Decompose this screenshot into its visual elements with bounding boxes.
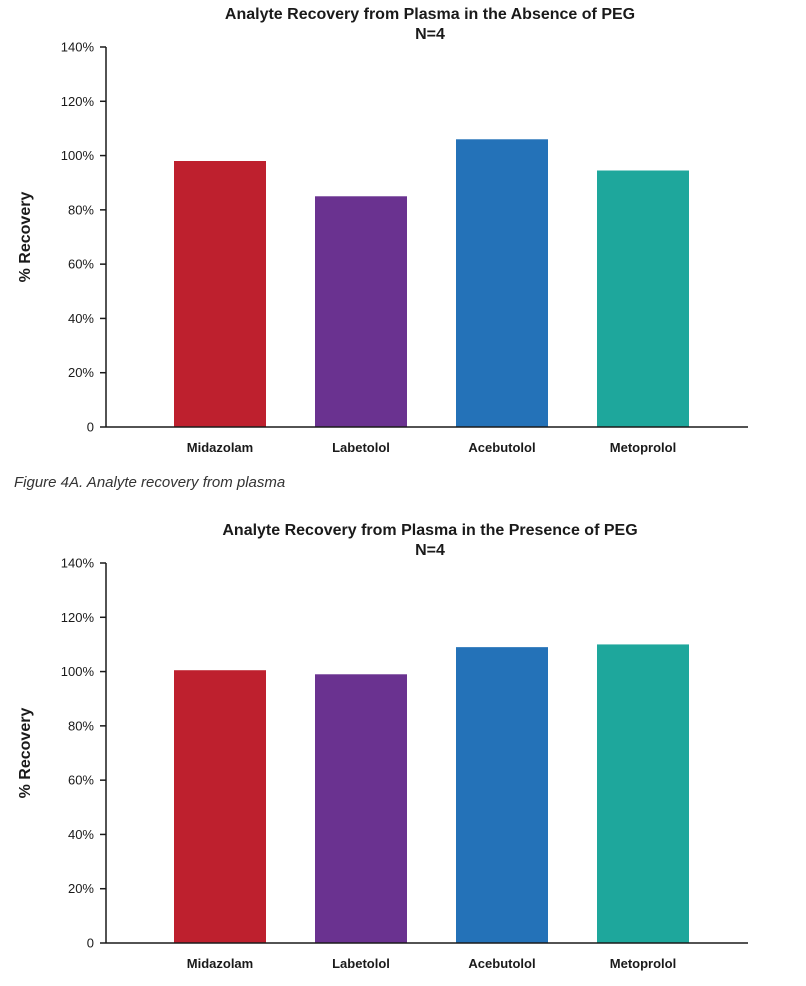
chart1-y-tick-label: 140% xyxy=(61,40,95,55)
chart2-y-axis-label: % Recovery xyxy=(17,708,34,799)
chart2-x-tick-label: Acebutolol xyxy=(468,956,535,971)
chart2-y-tick-label: 140% xyxy=(61,556,95,571)
chart2-y-tick-label: 40% xyxy=(68,827,94,842)
chart1-bar-midazolam xyxy=(174,161,266,427)
chart1-x-tick-label: Acebutolol xyxy=(468,440,535,455)
chart2-x-tick-label: Metoprolol xyxy=(610,956,676,971)
chart2-y-tick-label: 20% xyxy=(68,881,94,896)
chart2-y-tick-label: 120% xyxy=(61,610,95,625)
chart-absence-peg: Analyte Recovery from Plasma in the Abse… xyxy=(0,0,806,470)
chart1-bar-acebutolol xyxy=(456,139,548,428)
chart1-y-tick-label: 60% xyxy=(68,257,94,272)
chart2-subtitle: N=4 xyxy=(415,542,445,559)
figure-caption: Figure 4A. Analyte recovery from plasma xyxy=(14,474,286,491)
chart2-y-tick-label: 60% xyxy=(68,773,94,788)
chart1-bar-metoprolol xyxy=(597,170,689,427)
chart1-y-tick-label: 120% xyxy=(61,94,95,109)
chart1-x-tick-label: Midazolam xyxy=(187,440,253,455)
chart2-title: Analyte Recovery from Plasma in the Pres… xyxy=(222,522,637,539)
chart2-y-tick-label: 80% xyxy=(68,718,94,733)
chart1-subtitle: N=4 xyxy=(415,26,445,43)
chart2-x-tick-label: Midazolam xyxy=(187,956,253,971)
chart1-y-tick-label: 40% xyxy=(68,311,94,326)
chart1-y-tick-label: 100% xyxy=(61,148,95,163)
chart1-bar-labetolol xyxy=(315,196,407,427)
chart2-bar-metoprolol xyxy=(597,644,689,943)
chart-presence-peg-svg: Analyte Recovery from Plasma in the Pres… xyxy=(17,522,748,971)
chart2-bar-midazolam xyxy=(174,670,266,943)
chart1-y-tick-label: 20% xyxy=(68,365,94,380)
chart-absence-peg-svg: Analyte Recovery from Plasma in the Abse… xyxy=(17,6,748,455)
chart2-bar-labetolol xyxy=(315,674,407,943)
chart2-y-tick-label: 100% xyxy=(61,664,95,679)
chart1-y-axis-label: % Recovery xyxy=(17,192,34,283)
chart1-x-tick-label: Metoprolol xyxy=(610,440,676,455)
chart1-y-tick-label: 0 xyxy=(87,420,94,435)
chart2-y-tick-label: 0 xyxy=(87,936,94,951)
chart1-y-tick-label: 80% xyxy=(68,202,94,217)
chart-presence-peg: Analyte Recovery from Plasma in the Pres… xyxy=(0,516,806,986)
chart1-x-tick-label: Labetolol xyxy=(332,440,390,455)
chart1-title: Analyte Recovery from Plasma in the Abse… xyxy=(225,6,635,23)
chart2-bar-acebutolol xyxy=(456,647,548,943)
chart2-x-tick-label: Labetolol xyxy=(332,956,390,971)
